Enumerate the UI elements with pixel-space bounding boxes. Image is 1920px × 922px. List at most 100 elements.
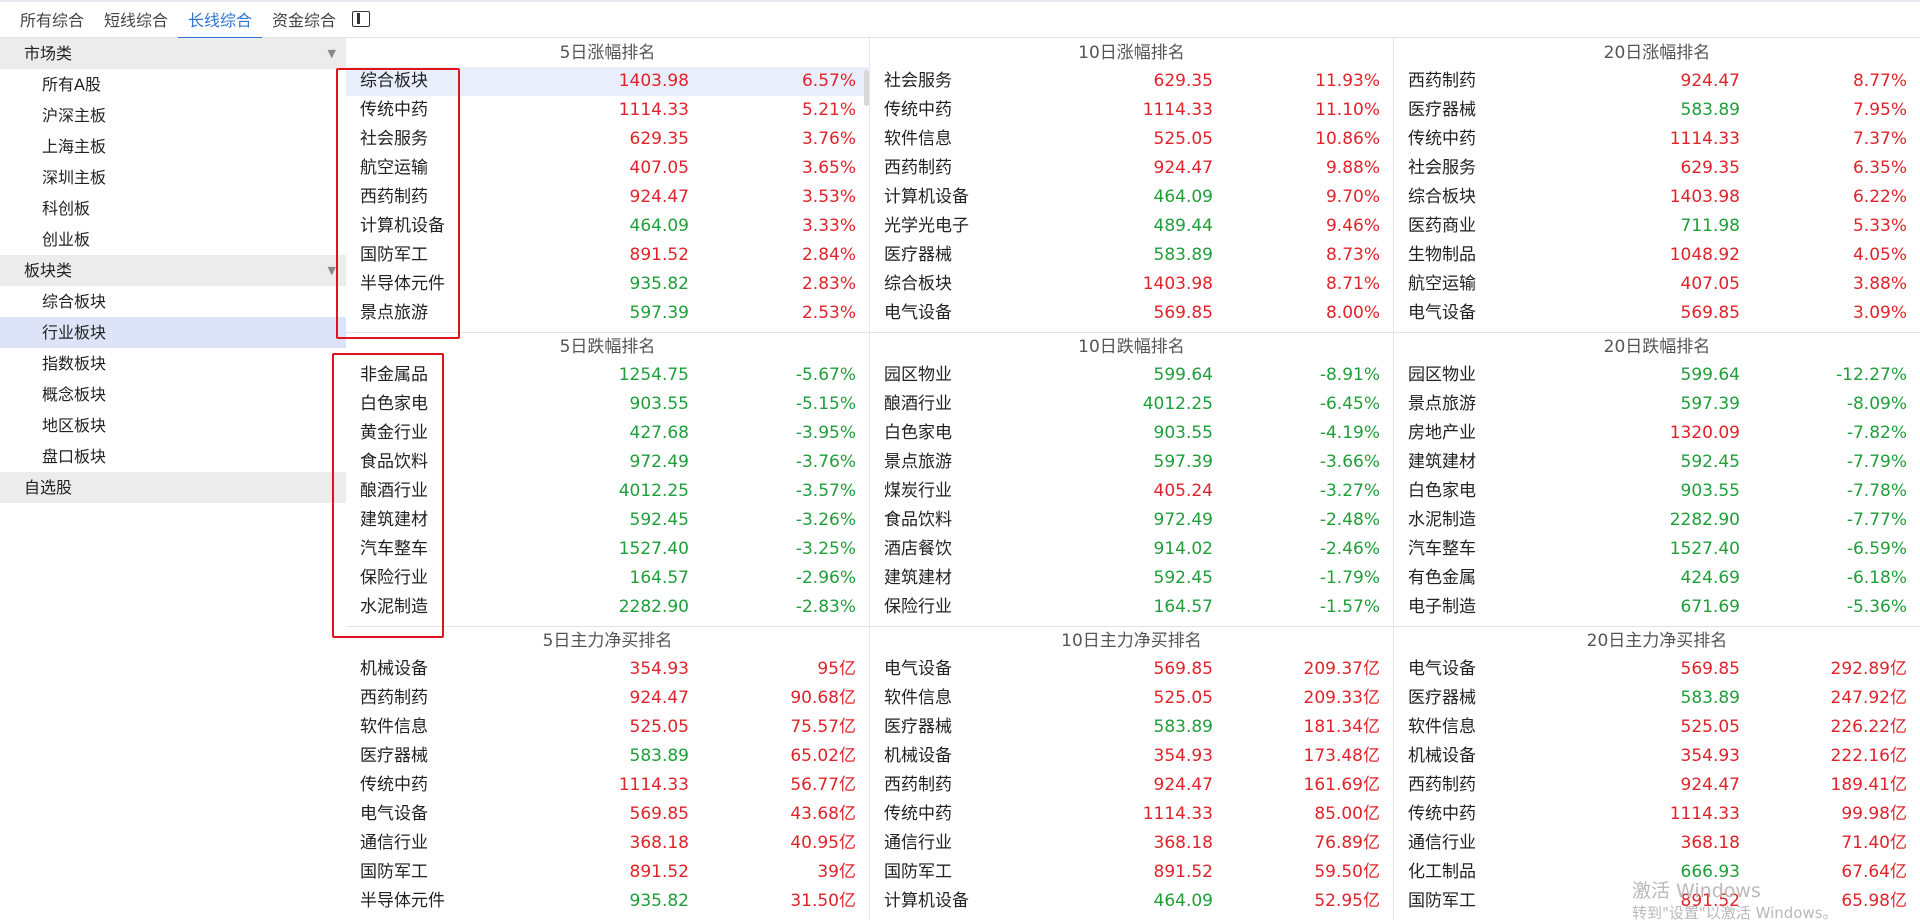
ranking-row[interactable]: 光学光电子 489.44 9.46%	[870, 212, 1393, 241]
sidebar-item-order-sector[interactable]: 盘口板块	[42, 447, 107, 466]
ranking-row[interactable]: 酿酒行业 4012.25 -3.57%	[346, 477, 869, 506]
ranking-row[interactable]: 保险行业 164.57 -2.96%	[346, 564, 869, 593]
ranking-row[interactable]: 社会服务 629.35 11.93%	[870, 67, 1393, 96]
ranking-row[interactable]: 建筑建材 592.45 -7.79%	[1394, 448, 1920, 477]
ranking-row[interactable]: 社会服务 629.35 3.76%	[346, 125, 869, 154]
sidebar-item-concept-sector[interactable]: 概念板块	[42, 385, 107, 404]
sidebar-item-sh-main[interactable]: 上海主板	[42, 137, 107, 156]
ranking-row[interactable]: 生物制品 1048.92 4.05%	[1394, 241, 1920, 270]
ranking-row[interactable]: 西药制药 924.47 90.68亿	[346, 684, 869, 713]
ranking-row[interactable]: 传统中药 1114.33 11.10%	[870, 96, 1393, 125]
ranking-row[interactable]: 软件信息 525.05 209.33亿	[870, 684, 1393, 713]
sidebar-item-sh-sz-main[interactable]: 沪深主板	[42, 106, 107, 125]
ranking-row[interactable]: 软件信息 525.05 75.57亿	[346, 713, 869, 742]
ranking-row[interactable]: 电气设备 569.85 8.00%	[870, 299, 1393, 328]
ranking-row[interactable]: 化工制品 666.93 67.64亿	[1394, 858, 1920, 887]
ranking-row[interactable]: 软件信息 525.05 226.22亿	[1394, 713, 1920, 742]
ranking-row[interactable]: 传统中药 1114.33 99.98亿	[1394, 800, 1920, 829]
ranking-row[interactable]: 水泥制造 2282.90 -2.83%	[346, 593, 869, 622]
scrollbar-thumb[interactable]	[864, 70, 869, 106]
ranking-row[interactable]: 综合板块 1403.98 6.22%	[1394, 183, 1920, 212]
ranking-row[interactable]: 保险行业 164.57 -1.57%	[870, 593, 1393, 622]
ranking-row[interactable]: 机械设备 354.93 222.16亿	[1394, 742, 1920, 771]
ranking-row[interactable]: 酿酒行业 4012.25 -6.45%	[870, 390, 1393, 419]
ranking-row[interactable]: 国防军工 891.52 39亿	[346, 858, 869, 887]
sidebar-item-star-market[interactable]: 科创板	[42, 199, 91, 218]
ranking-row[interactable]: 机械设备 354.93 95亿	[346, 655, 869, 684]
ranking-row[interactable]: 汽车整车 1527.40 -6.59%	[1394, 535, 1920, 564]
tab-all-summary[interactable]: 所有综合	[20, 11, 85, 30]
ranking-row[interactable]: 医疗器械 583.89 65.02亿	[346, 742, 869, 771]
ranking-row[interactable]: 医疗器械 583.89 7.95%	[1394, 96, 1920, 125]
ranking-row[interactable]: 食品饮料 972.49 -2.48%	[870, 506, 1393, 535]
ranking-row[interactable]: 电气设备 569.85 209.37亿	[870, 655, 1393, 684]
tab-capital-summary[interactable]: 资金综合	[272, 11, 337, 30]
ranking-row[interactable]: 水泥制造 2282.90 -7.77%	[1394, 506, 1920, 535]
ranking-row[interactable]: 西药制药 924.47 161.69亿	[870, 771, 1393, 800]
ranking-row[interactable]: 通信行业 368.18 76.89亿	[870, 829, 1393, 858]
ranking-row[interactable]: 西药制药 924.47 3.53%	[346, 183, 869, 212]
ranking-row[interactable]: 软件信息 525.05 10.86%	[870, 125, 1393, 154]
panel-toggle-icon[interactable]	[352, 11, 370, 27]
ranking-row[interactable]: 机械设备 354.93 173.48亿	[870, 742, 1393, 771]
ranking-row[interactable]: 医疗器械 583.89 181.34亿	[870, 713, 1393, 742]
ranking-row[interactable]: 国防军工 891.52 59.50亿	[870, 858, 1393, 887]
ranking-row[interactable]: 医药商业 711.98 5.33%	[1394, 212, 1920, 241]
ranking-row[interactable]: 白色家电 903.55 -5.15%	[346, 390, 869, 419]
ranking-row[interactable]: 煤炭行业 405.24 -3.27%	[870, 477, 1393, 506]
sidebar-item-all-a-shares[interactable]: 所有A股	[42, 75, 101, 94]
ranking-row[interactable]: 景点旅游 597.39 -3.66%	[870, 448, 1393, 477]
ranking-row[interactable]: 白色家电 903.55 -7.78%	[1394, 477, 1920, 506]
ranking-row[interactable]: 有色金属 424.69 -6.18%	[1394, 564, 1920, 593]
ranking-row[interactable]: 国防军工 891.52 2.84%	[346, 241, 869, 270]
ranking-row[interactable]: 建筑建材 592.45 -1.79%	[870, 564, 1393, 593]
ranking-row[interactable]: 电气设备 569.85 292.89亿	[1394, 655, 1920, 684]
ranking-row[interactable]: 白色家电 903.55 -4.19%	[870, 419, 1393, 448]
ranking-row[interactable]: 汽车整车 1527.40 -3.25%	[346, 535, 869, 564]
collapse-arrow-icon[interactable]: ▼	[327, 47, 336, 60]
ranking-row[interactable]: 国防军工 891.52 65.98亿	[1394, 887, 1920, 916]
ranking-row[interactable]: 西药制药 924.47 189.41亿	[1394, 771, 1920, 800]
ranking-row[interactable]: 医疗器械 583.89 8.73%	[870, 241, 1393, 270]
ranking-row[interactable]: 景点旅游 597.39 -8.09%	[1394, 390, 1920, 419]
ranking-row[interactable]: 景点旅游 597.39 2.53%	[346, 299, 869, 328]
sidebar-item-sz-main[interactable]: 深圳主板	[42, 168, 107, 187]
ranking-row[interactable]: 传统中药 1114.33 7.37%	[1394, 125, 1920, 154]
ranking-row[interactable]: 酒店餐饮 914.02 -2.46%	[870, 535, 1393, 564]
sidebar-group-header[interactable]: 板块类 ▼	[0, 255, 346, 286]
ranking-row[interactable]: 计算机设备 464.09 3.33%	[346, 212, 869, 241]
ranking-row[interactable]: 综合板块 1403.98 6.57%	[346, 67, 869, 96]
sidebar-group-header[interactable]: 自选股	[0, 472, 346, 503]
sidebar-item-region-sector[interactable]: 地区板块	[42, 416, 107, 435]
ranking-row[interactable]: 航空运输 407.05 3.88%	[1394, 270, 1920, 299]
ranking-row[interactable]: 食品饮料 972.49 -3.76%	[346, 448, 869, 477]
sidebar-item-chinext[interactable]: 创业板	[42, 230, 91, 249]
ranking-row[interactable]: 通信行业 368.18 71.40亿	[1394, 829, 1920, 858]
ranking-row[interactable]: 电子制造 671.69 -5.36%	[1394, 593, 1920, 622]
ranking-row[interactable]: 建筑建材 592.45 -3.26%	[346, 506, 869, 535]
ranking-row[interactable]: 半导体元件 935.82 31.50亿	[346, 887, 869, 916]
ranking-row[interactable]: 航空运输 407.05 3.65%	[346, 154, 869, 183]
tab-long-term-summary[interactable]: 长线综合	[178, 2, 263, 39]
ranking-row[interactable]: 园区物业 599.64 -8.91%	[870, 361, 1393, 390]
sidebar-item-industry-sector[interactable]: 行业板块	[0, 317, 346, 348]
tab-short-term-summary[interactable]: 短线综合	[104, 11, 169, 30]
ranking-row[interactable]: 计算机设备 464.09 52.95亿	[870, 887, 1393, 916]
ranking-row[interactable]: 电气设备 569.85 3.09%	[1394, 299, 1920, 328]
ranking-row[interactable]: 医疗器械 583.89 247.92亿	[1394, 684, 1920, 713]
ranking-row[interactable]: 传统中药 1114.33 56.77亿	[346, 771, 869, 800]
ranking-row[interactable]: 通信行业 368.18 40.95亿	[346, 829, 869, 858]
collapse-arrow-icon[interactable]: ▼	[327, 264, 336, 277]
ranking-row[interactable]: 社会服务 629.35 6.35%	[1394, 154, 1920, 183]
ranking-row[interactable]: 计算机设备 464.09 9.70%	[870, 183, 1393, 212]
ranking-row[interactable]: 黄金行业 427.68 -3.95%	[346, 419, 869, 448]
ranking-row[interactable]: 电气设备 569.85 43.68亿	[346, 800, 869, 829]
ranking-row[interactable]: 综合板块 1403.98 8.71%	[870, 270, 1393, 299]
ranking-row[interactable]: 西药制药 924.47 8.77%	[1394, 67, 1920, 96]
ranking-row[interactable]: 西药制药 924.47 9.88%	[870, 154, 1393, 183]
ranking-row[interactable]: 半导体元件 935.82 2.83%	[346, 270, 869, 299]
ranking-row[interactable]: 传统中药 1114.33 85.00亿	[870, 800, 1393, 829]
sidebar-item-composite-sector[interactable]: 综合板块	[42, 292, 107, 311]
ranking-row[interactable]: 房地产业 1320.09 -7.82%	[1394, 419, 1920, 448]
sidebar-group-header[interactable]: 市场类 ▼	[0, 38, 346, 69]
